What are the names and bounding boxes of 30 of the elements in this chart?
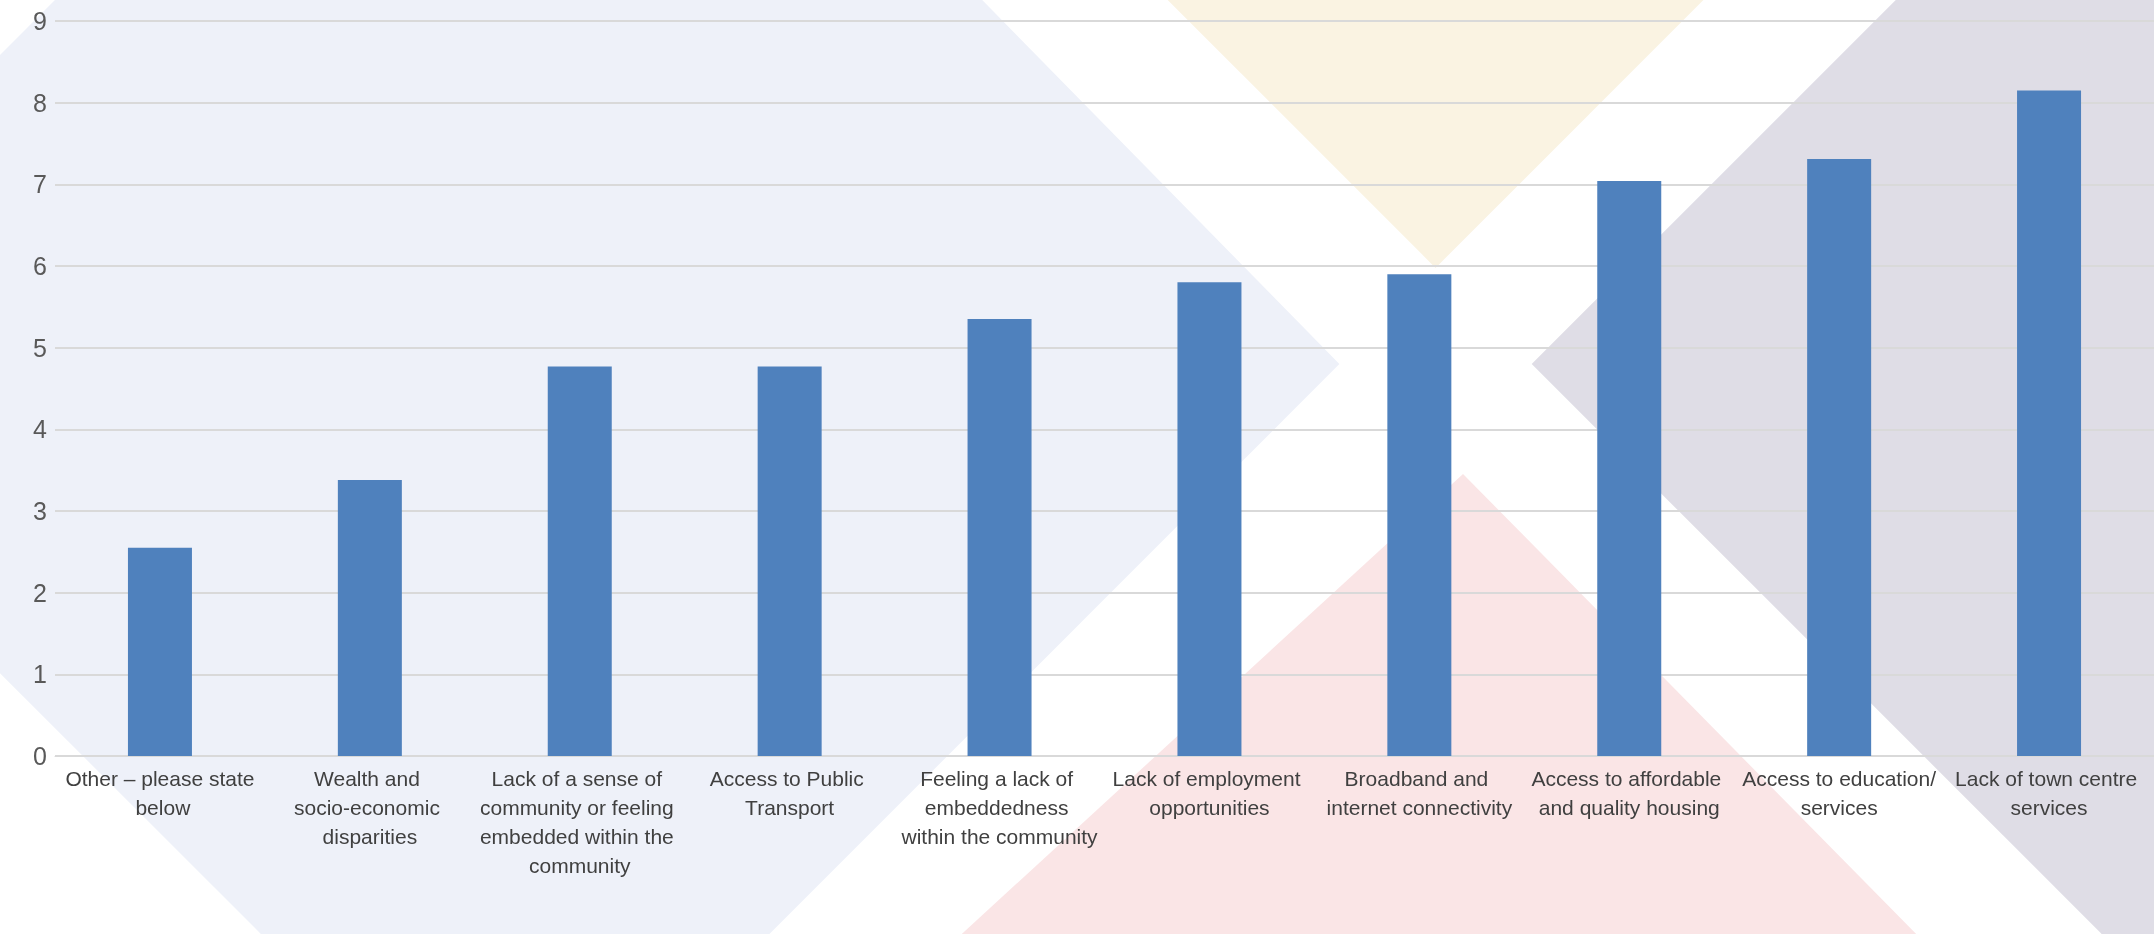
bar <box>127 547 192 756</box>
bar <box>547 366 612 756</box>
x-tick-label: Access to Public Transport <box>709 767 870 819</box>
x-tick-label: Lack of a sense of community or feeling embedded within the community <box>479 767 680 877</box>
x-tick-label: Wealth and socio-economic disparities <box>293 767 446 848</box>
bar <box>2017 90 2082 756</box>
bar <box>1387 274 1452 756</box>
x-tick-label: Lack of employment opportunities <box>1112 767 1307 819</box>
y-tick-label: 3 <box>33 497 47 525</box>
bar <box>337 479 402 756</box>
x-tick-label: Feeling a lack of embeddedness within the community <box>900 767 1099 848</box>
y-tick-label: 8 <box>33 88 47 117</box>
y-tick-label: 9 <box>33 7 47 35</box>
y-tick-label: 5 <box>33 333 47 362</box>
y-tick-label: 1 <box>33 660 47 689</box>
x-tick-label: Lack of town centre services <box>1955 767 2144 819</box>
x-tick-label: Broadband and internet connectivity <box>1326 767 1513 819</box>
bar <box>1807 159 1872 756</box>
x-tick-label: Access to affordable and quality housing <box>1531 767 1728 819</box>
bar <box>1177 282 1242 756</box>
x-tick-label: Access to education/services <box>1742 767 1937 819</box>
y-tick-label: 2 <box>33 578 47 607</box>
y-tick-label: 7 <box>33 170 47 199</box>
x-tick-label: Other – please state below <box>65 767 255 819</box>
y-tick-label: 0 <box>33 742 47 770</box>
y-tick-label: 4 <box>33 415 48 444</box>
bar <box>967 319 1032 756</box>
bar <box>1597 181 1662 756</box>
y-tick-label: 6 <box>33 252 47 280</box>
bar <box>757 366 822 756</box>
